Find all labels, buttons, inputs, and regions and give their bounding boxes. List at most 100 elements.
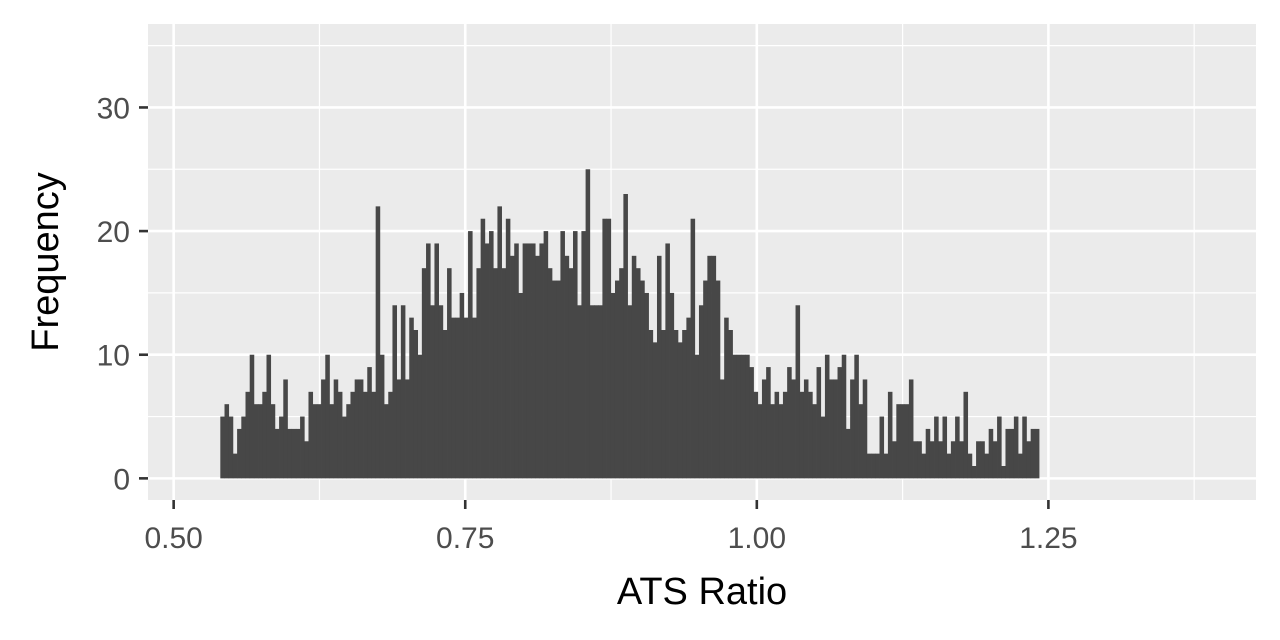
- y-tick-label: 20: [97, 216, 130, 249]
- x-axis: 0.50 0.75 1.00 1.25: [144, 500, 1078, 555]
- histogram-bar: [253, 404, 259, 479]
- histogram-bar: [560, 231, 565, 479]
- histogram-bar: [917, 441, 922, 479]
- histogram-bar: [841, 354, 847, 479]
- histogram-bar: [976, 441, 981, 479]
- histogram-bar: [703, 280, 708, 479]
- histogram-bar: [820, 416, 826, 479]
- histogram-bar: [392, 305, 398, 479]
- histogram-bar: [946, 453, 952, 479]
- histogram-bar: [514, 243, 519, 479]
- histogram-bar: [719, 379, 725, 479]
- histogram-bar: [837, 367, 843, 479]
- histogram-bar: [614, 280, 620, 479]
- histogram-bar: [648, 330, 654, 479]
- histogram-bar: [321, 379, 326, 479]
- histogram-bar: [426, 243, 431, 479]
- histogram-bar: [913, 441, 918, 479]
- histogram-bar: [308, 391, 314, 479]
- histogram-bar: [421, 268, 427, 479]
- x-tick-label: 1.00: [728, 522, 786, 555]
- histogram-bar: [539, 243, 544, 479]
- histogram-bar: [266, 354, 272, 479]
- histogram-bar: [518, 292, 523, 479]
- histogram-bar: [892, 441, 897, 479]
- histogram-bar: [698, 305, 704, 479]
- histogram-bar: [665, 243, 670, 479]
- histogram-bar: [329, 404, 335, 479]
- histogram-bar: [577, 305, 582, 479]
- histogram-bar: [1001, 466, 1006, 479]
- histogram-bar: [640, 280, 645, 479]
- histogram-bar: [287, 428, 293, 479]
- histogram-bar: [829, 379, 834, 479]
- histogram-bar: [598, 305, 603, 479]
- histogram-bar: [967, 453, 973, 479]
- histogram-bar: [337, 391, 343, 479]
- histogram-bar: [312, 404, 318, 479]
- histogram-bar: [438, 305, 444, 479]
- histogram-bar: [938, 441, 943, 479]
- histogram-bar: [921, 453, 927, 479]
- histogram-bar: [707, 255, 712, 479]
- histogram-bar: [358, 379, 364, 479]
- histogram-bar: [316, 404, 322, 479]
- histogram-bar: [799, 391, 805, 479]
- histogram-bar: [740, 354, 746, 479]
- histogram-bar: [279, 416, 284, 479]
- histogram-bar: [858, 404, 864, 479]
- histogram-bar: [711, 255, 717, 479]
- histogram-bar: [333, 379, 339, 479]
- histogram-bar: [232, 453, 238, 479]
- histogram-bar: [652, 342, 658, 479]
- histogram-bar: [304, 441, 309, 479]
- histogram-bar: [816, 367, 822, 479]
- x-tick-label: 0.50: [144, 522, 202, 555]
- histogram-bar: [833, 379, 838, 479]
- histogram-bar: [522, 243, 528, 479]
- histogram-bar: [871, 453, 876, 479]
- histogram-bar: [959, 441, 964, 479]
- histogram-bar: [480, 218, 486, 479]
- histogram-bar: [610, 292, 616, 479]
- histogram-bar: [564, 255, 570, 479]
- histogram-bar: [606, 218, 612, 479]
- histogram-bar: [258, 404, 263, 479]
- histogram-bar: [934, 416, 939, 479]
- histogram-bar: [342, 416, 347, 479]
- histogram-bar: [845, 428, 851, 479]
- histogram-bar: [484, 243, 490, 479]
- histogram-bar: [824, 354, 830, 479]
- histogram-bar: [447, 268, 452, 479]
- x-axis-title: ATS Ratio: [617, 571, 787, 613]
- histogram-bar: [547, 268, 553, 479]
- histogram-bar: [908, 379, 914, 479]
- histogram-bar: [291, 428, 297, 479]
- histogram-bar: [400, 305, 406, 479]
- histogram-bar: [556, 280, 561, 479]
- histogram-bar: [887, 391, 893, 479]
- histogram-bar: [379, 354, 385, 479]
- histogram-bar: [434, 243, 439, 479]
- histogram-bar: [766, 367, 771, 479]
- histogram-bar: [682, 330, 687, 479]
- histogram-bar: [774, 391, 780, 479]
- histogram-bar: [715, 280, 721, 479]
- histogram-bar: [501, 268, 507, 479]
- y-tick-label: 10: [97, 340, 130, 373]
- histogram-bar: [220, 416, 225, 479]
- histogram-bar: [745, 354, 750, 479]
- histogram-bar: [900, 404, 906, 479]
- histogram-bar: [854, 354, 859, 479]
- histogram-bar: [346, 404, 351, 479]
- histogram-bar: [778, 404, 784, 479]
- histogram-bar: [904, 404, 910, 479]
- histogram-bar: [585, 169, 591, 479]
- histogram-bar: [442, 330, 448, 479]
- y-axis: 0 10 20 30: [97, 92, 148, 496]
- histogram-bar: [535, 255, 540, 479]
- histogram-bar: [228, 416, 234, 479]
- histogram-bar: [619, 268, 624, 479]
- histogram-bar: [661, 330, 666, 479]
- histogram-bar: [644, 292, 649, 479]
